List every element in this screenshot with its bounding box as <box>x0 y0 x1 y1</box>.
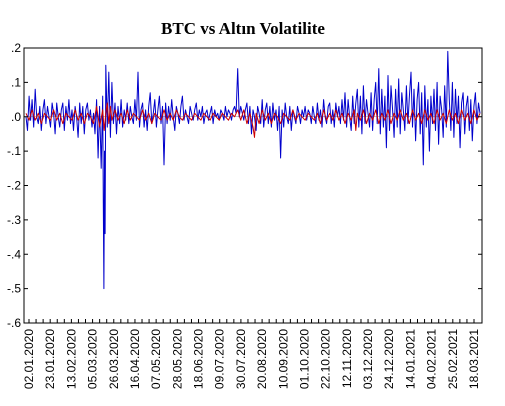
x-tick-label: 28.05.2020 <box>170 329 184 389</box>
series-line-1 <box>25 50 481 290</box>
x-tick-label: 07.05.2020 <box>149 329 163 389</box>
x-tick-label: 09.07.2020 <box>213 329 227 389</box>
x-tick-label: 03.12.2020 <box>361 329 375 389</box>
chart-title: BTC vs Altın Volatilite <box>161 19 325 38</box>
x-tick-label: 13.02.2020 <box>64 329 78 389</box>
series-line-2 <box>25 102 481 138</box>
x-tick-label: 26.03.2020 <box>107 329 121 389</box>
x-tick-label: 05.03.2020 <box>86 329 100 389</box>
x-tick-label: 18.06.2020 <box>192 329 206 389</box>
y-tick-label: -.4 <box>7 247 21 261</box>
x-tick-label: 02.01.2020 <box>22 329 36 389</box>
x-tick-label: 01.10.2020 <box>298 329 312 389</box>
x-tick-label: 23.01.2020 <box>43 329 57 389</box>
plot-frame <box>23 47 483 324</box>
x-tick-label: 12.11.2020 <box>340 329 354 388</box>
x-tick-label: 22.10.2020 <box>319 329 333 389</box>
y-tick-label: -.3 <box>7 213 21 227</box>
y-tick-label: .2 <box>11 41 21 55</box>
x-tick-label: 30.07.2020 <box>234 329 248 389</box>
y-tick-label: -.6 <box>7 316 21 330</box>
x-tick-label: 25.02.2021 <box>446 329 460 389</box>
y-tick-label: .0 <box>11 110 21 124</box>
y-tick-label: -.1 <box>7 144 21 158</box>
x-tick-label: 16.04.2020 <box>128 329 142 389</box>
y-tick-label: .1 <box>11 75 21 89</box>
x-axis: 02.01.2020 23.01.2020 13.02.2020 05.03.2020… <box>22 319 481 389</box>
x-tick-label: 10.09.2020 <box>276 329 290 389</box>
y-axis: .2 .1 .0 -.1 -.2 -.3 -.4 -.5 -.6 <box>7 41 482 330</box>
x-tick-label: 18.03.2021 <box>467 329 481 389</box>
y-tick-label: -.2 <box>7 179 21 193</box>
y-tick-label: -.5 <box>7 282 21 296</box>
x-tick-label: 20.08.2020 <box>255 329 269 389</box>
x-tick-label: 14.01.2021 <box>403 329 417 389</box>
x-tick-label: 04.02.2021 <box>425 329 439 389</box>
x-tick-label: 24.12.2020 <box>382 329 396 389</box>
